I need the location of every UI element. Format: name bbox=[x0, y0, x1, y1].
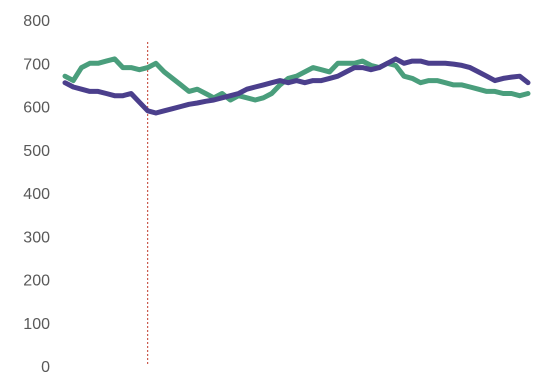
series-layer bbox=[62, 56, 531, 116]
y-tick-label: 300 bbox=[23, 229, 50, 246]
y-tick-label: 600 bbox=[23, 100, 50, 117]
y-axis-tick-labels: 0 100 200 300 400 500 600 700 800 bbox=[23, 13, 50, 375]
y-tick-label: 400 bbox=[23, 186, 50, 203]
y-tick-label: 100 bbox=[23, 316, 50, 333]
series-line-1 bbox=[62, 56, 531, 103]
y-tick-label: 0 bbox=[41, 359, 50, 375]
y-tick-label: 700 bbox=[23, 56, 50, 73]
y-tick-label: 200 bbox=[23, 273, 50, 290]
y-tick-label: 500 bbox=[23, 143, 50, 160]
series-line-2 bbox=[62, 56, 531, 116]
y-tick-label: 800 bbox=[23, 13, 50, 30]
